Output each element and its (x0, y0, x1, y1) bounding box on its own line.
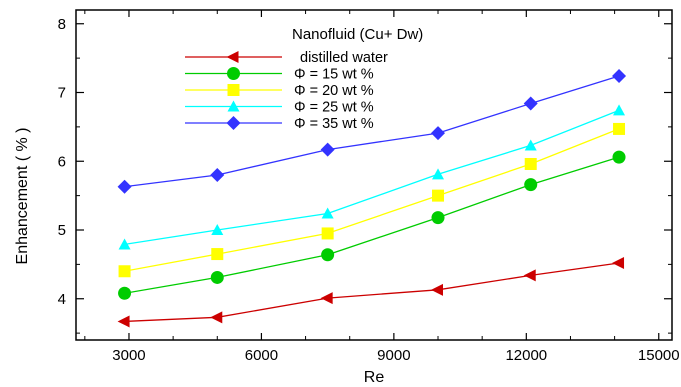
data-point (117, 179, 132, 194)
data-point (523, 96, 538, 111)
data-point (431, 211, 445, 225)
data-point (211, 224, 224, 235)
data-point (613, 104, 626, 116)
data-point (210, 270, 224, 284)
y-tick-label: 5 (58, 222, 66, 239)
legend-label: Φ = 15 wt % (294, 67, 374, 83)
data-point (524, 178, 538, 192)
data-point (432, 168, 445, 180)
legend-label: Φ = 35 wt % (294, 116, 374, 132)
data-point (612, 69, 627, 83)
legend-marker (226, 116, 241, 130)
series-line (124, 109, 620, 246)
data-point (524, 158, 537, 170)
legend-title: Nanofluid (Cu+ Dw) (292, 26, 423, 43)
series-line (124, 75, 620, 188)
data-point (432, 189, 445, 202)
data-point (210, 168, 225, 182)
x-tick-label: 9000 (377, 347, 410, 364)
legend-label: Φ = 20 wt % (294, 83, 374, 99)
data-point (321, 248, 335, 262)
plot-frame (75, 9, 673, 341)
legend-marker (227, 84, 240, 96)
y-tick-label: 8 (58, 16, 66, 33)
data-point (431, 283, 444, 296)
axes: 3000 6000 9000 12000 15000 4 5 6 7 8 (58, 9, 680, 364)
data-point (431, 126, 446, 141)
data-point (118, 238, 131, 250)
data-point (118, 265, 131, 278)
data-point (210, 311, 223, 324)
legend-marker (227, 67, 240, 80)
series-lines (124, 75, 620, 323)
y-tick-label: 6 (58, 153, 66, 170)
y-tick-label: 7 (58, 85, 66, 102)
x-tick-label: 15000 (638, 347, 680, 364)
x-tick-label: 3000 (112, 347, 145, 364)
data-point (320, 292, 333, 305)
data-point (613, 122, 626, 135)
series-line (124, 128, 620, 272)
data-point (321, 227, 334, 240)
data-point (211, 248, 224, 261)
y-axis-title: Enhancement ( % ) (14, 128, 31, 265)
data-point (523, 269, 536, 282)
series-markers (117, 69, 627, 328)
x-axis-title: Re (364, 369, 385, 386)
series-line (124, 156, 620, 294)
legend-label: distilled water (300, 50, 388, 66)
legend-marker (227, 100, 240, 112)
data-point (321, 207, 334, 219)
y-tick-label: 4 (58, 291, 66, 308)
series-line (124, 262, 620, 323)
data-point (612, 257, 625, 269)
legend-label: Φ = 25 wt % (294, 100, 374, 116)
legend-marker (226, 51, 239, 63)
x-tick-label: 6000 (245, 347, 278, 364)
data-point (118, 286, 132, 300)
x-tick-label: 12000 (505, 347, 547, 364)
data-point (524, 139, 537, 151)
data-point (612, 150, 626, 164)
data-point (320, 142, 335, 157)
data-point (117, 315, 130, 328)
